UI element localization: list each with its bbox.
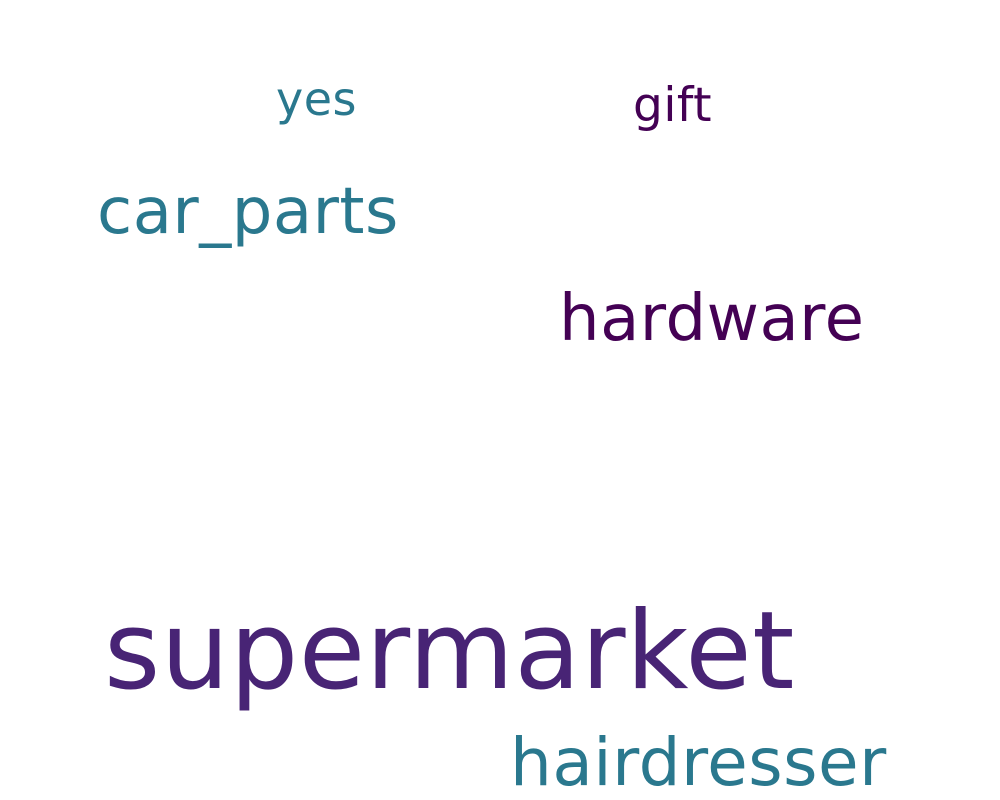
word-hardware: hardware — [559, 282, 865, 356]
word-hairdresser: hairdresser — [510, 724, 887, 800]
word-gift: gift — [633, 78, 713, 133]
word-car-parts: car_parts — [97, 175, 399, 249]
word-supermarket: supermarket — [104, 589, 795, 714]
word-yes: yes — [276, 72, 357, 126]
